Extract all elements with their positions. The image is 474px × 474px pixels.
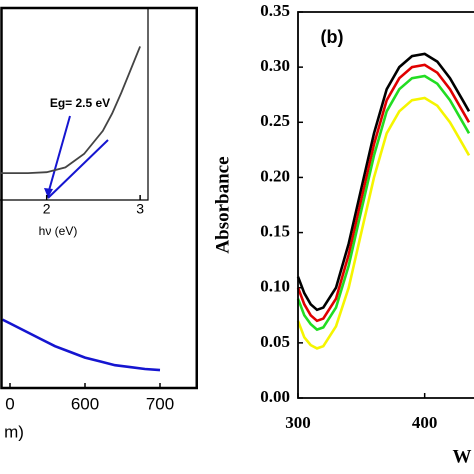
series-line [1, 318, 161, 372]
y-tick-label: 0.35 [260, 1, 290, 20]
series-line [296, 96, 471, 350]
axes [297, 11, 474, 399]
y-tick-label: 0.15 [260, 221, 290, 240]
x-tick-label: 700 [146, 394, 174, 413]
plot-frame [0, 6, 198, 390]
x-tick-label: 3 [136, 201, 144, 217]
x-tick-label: 0 [5, 394, 14, 413]
x-axis-label: W [453, 446, 472, 467]
y-tick-label: 0.25 [260, 111, 290, 130]
series-line [296, 63, 471, 323]
panel-label: (b) [321, 27, 344, 47]
series-line [0, 46, 141, 174]
inset-x-label: hν (eV) [39, 224, 78, 238]
x-axis-label: m) [4, 422, 24, 441]
y-axis-label: Absorbance [212, 156, 233, 253]
y-tick-label: 0.30 [260, 56, 290, 75]
y-tick-label: 0.20 [260, 166, 290, 185]
series-line [296, 52, 471, 312]
y-tick-label: 0.10 [260, 277, 290, 296]
annotation: Eg= 2.5 eV [50, 96, 110, 110]
x-tick-label: 600 [71, 394, 99, 413]
series-line [296, 74, 471, 332]
y-tick-label: 0.00 [260, 387, 290, 406]
y-tick-label: 0.05 [260, 332, 290, 351]
x-tick-label: 2 [43, 201, 51, 217]
arrow-head [44, 188, 53, 198]
x-tick-label: 400 [412, 413, 438, 432]
arrow [47, 115, 71, 195]
tangent-line [47, 139, 109, 199]
x-tick-label: 300 [285, 413, 311, 432]
inset-frame [0, 8, 149, 201]
